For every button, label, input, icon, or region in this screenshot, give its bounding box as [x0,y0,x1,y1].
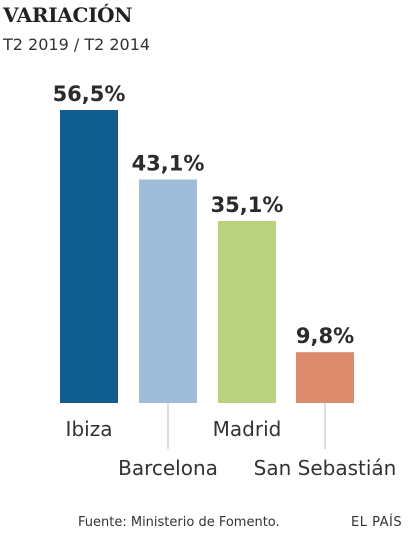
brand-logo: EL PAÍS [351,514,402,530]
category-label: Ibiza [66,417,113,441]
bar-ibiza [60,110,118,403]
source-note: Fuente: Ministerio de Fomento. [78,515,280,530]
bar-barcelona [139,179,197,403]
value-label: 43,1% [132,151,205,175]
bar-san-sebasti-n [296,352,354,403]
category-label: Barcelona [118,456,218,480]
bars-group: 56,5% Ibiza 43,1% Barcelona 35,1% Madrid 9,8% S… [53,82,397,480]
value-label: 9,8% [296,324,354,348]
value-label: 56,5% [53,82,126,106]
value-label: 35,1% [211,193,284,217]
category-label: San Sebastián [254,456,397,480]
category-label: Madrid [213,417,282,441]
chart-title: VARIACIÓN [2,2,132,27]
chart-subtitle: T2 2019 / T2 2014 [2,35,150,54]
bar-madrid [218,220,276,403]
